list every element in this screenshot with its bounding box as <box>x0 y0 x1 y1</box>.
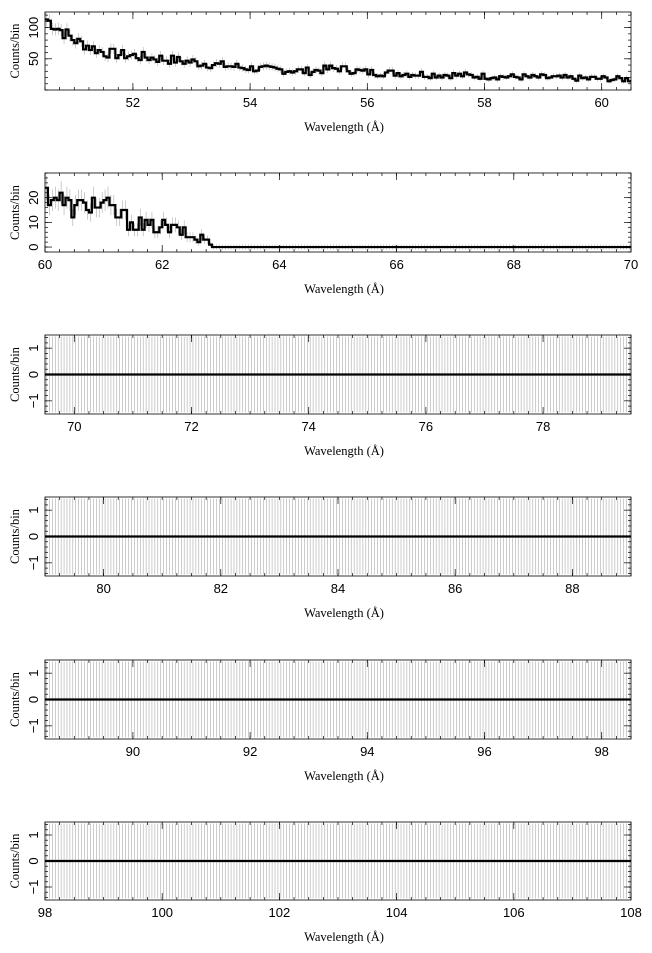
x-tick-label: 82 <box>214 581 228 596</box>
x-tick-label: 70 <box>67 419 81 434</box>
y-tick-label: −1 <box>26 555 41 570</box>
histogram-series <box>45 18 631 83</box>
chart-panel-6: 98 100 102 104 106 108 −1 0 1 Counts/bin Wavelengt… <box>8 821 642 944</box>
y-tick-label: −1 <box>26 393 41 408</box>
error-bars <box>46 12 630 84</box>
x-axis-label: Wavelength (Å) <box>304 606 384 620</box>
y-tick-label: −1 <box>26 718 41 733</box>
x-tick-label: 98 <box>594 744 608 759</box>
y-axis-label: Counts/bin <box>8 671 22 727</box>
chart-panel-2: 60 62 64 66 68 70 0 10 20 Counts/bin Wavelength (Å… <box>8 172 638 296</box>
x-axis-label: Wavelength (Å) <box>304 930 384 944</box>
x-tick-label: 100 <box>151 905 173 920</box>
x-tick-label: 66 <box>389 257 403 272</box>
x-tick-label: 56 <box>360 95 374 110</box>
y-tick-label: −1 <box>26 880 41 895</box>
histogram-series <box>45 186 631 249</box>
x-axis-label: Wavelength (Å) <box>304 769 384 783</box>
x-axis-label: Wavelength (Å) <box>304 120 384 134</box>
x-tick-label: 106 <box>503 905 525 920</box>
x-tick-label: 70 <box>624 257 638 272</box>
x-tick-label: 104 <box>386 905 408 920</box>
x-tick-label: 94 <box>360 744 374 759</box>
y-tick-label: 1 <box>26 831 41 838</box>
plot-frame <box>44 172 632 253</box>
y-tick-label: 0 <box>26 243 41 250</box>
chart-panel-4: 80 82 84 86 88 −1 0 1 Counts/bin Wavelength (Å) <box>8 496 632 620</box>
x-tick-label: 78 <box>536 419 550 434</box>
x-tick-label: 72 <box>184 419 198 434</box>
x-minor-ticks <box>44 173 632 252</box>
plot-frame <box>44 11 632 91</box>
y-tick-label: 0 <box>26 533 41 540</box>
x-tick-label: 92 <box>243 744 257 759</box>
y-axis-label: Counts/bin <box>8 833 22 889</box>
x-minor-ticks <box>44 12 632 90</box>
x-tick-label: 60 <box>38 257 52 272</box>
x-tick-label: 64 <box>272 257 286 272</box>
y-tick-label: 0 <box>26 371 41 378</box>
y-axis-label: Counts/bin <box>8 23 22 79</box>
x-tick-label: 80 <box>96 581 110 596</box>
chart-panel-5: 90 92 94 96 98 −1 0 1 Counts/bin Wavelength (Å) <box>8 659 632 783</box>
x-tick-label: 98 <box>38 905 52 920</box>
x-tick-label: 102 <box>269 905 291 920</box>
x-tick-label: 96 <box>477 744 491 759</box>
y-axis-label: Counts/bin <box>8 184 22 240</box>
x-tick-label: 90 <box>126 744 140 759</box>
x-tick-label: 52 <box>126 95 140 110</box>
error-bars <box>46 175 630 250</box>
x-tick-label: 68 <box>507 257 521 272</box>
x-tick-label: 88 <box>565 581 579 596</box>
x-tick-label: 62 <box>155 257 169 272</box>
y-tick-label: 10 <box>26 215 41 229</box>
y-tick-label: 0 <box>26 857 41 864</box>
chart-panel-1: 52 54 56 58 60 50 100 Counts/bin Wavelength (Å) <box>8 11 632 134</box>
x-tick-label: 108 <box>620 905 642 920</box>
chart-panel-3: 70 72 74 76 78 −1 0 1 Counts/bin Wavelength (Å) <box>8 334 632 458</box>
y-tick-label: 1 <box>26 345 41 352</box>
x-tick-label: 60 <box>594 95 608 110</box>
y-tick-label: 1 <box>26 507 41 514</box>
x-tick-label: 86 <box>448 581 462 596</box>
y-tick-label: 100 <box>26 17 41 39</box>
x-tick-label: 84 <box>331 581 345 596</box>
y-tick-label: 1 <box>26 670 41 677</box>
x-tick-label: 58 <box>477 95 491 110</box>
y-axis-label: Counts/bin <box>8 508 22 564</box>
x-axis-label: Wavelength (Å) <box>304 282 384 296</box>
x-axis-label: Wavelength (Å) <box>304 444 384 458</box>
x-tick-label: 54 <box>243 95 257 110</box>
x-tick-label: 74 <box>301 419 315 434</box>
x-tick-label: 76 <box>419 419 433 434</box>
y-tick-label: 50 <box>26 52 41 66</box>
y-tick-label: 0 <box>26 696 41 703</box>
y-axis-label: Counts/bin <box>8 346 22 402</box>
y-tick-label: 20 <box>26 190 41 204</box>
